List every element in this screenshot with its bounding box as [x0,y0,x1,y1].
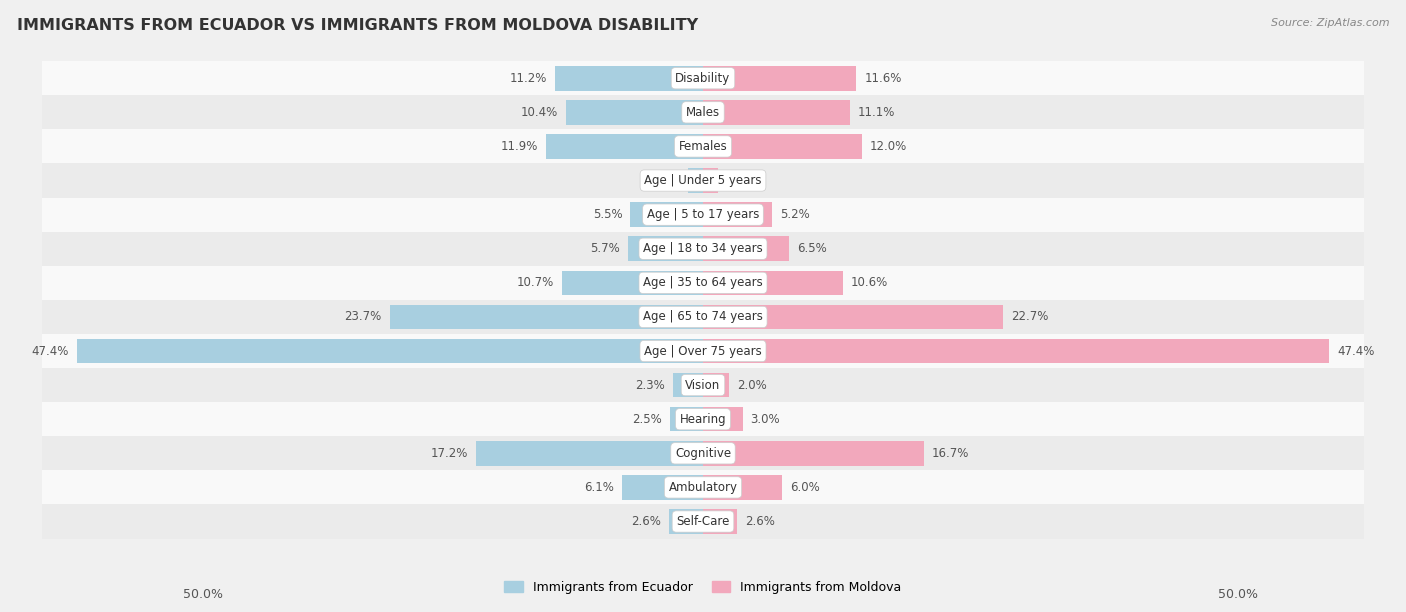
Text: Age | Over 75 years: Age | Over 75 years [644,345,762,357]
Text: Hearing: Hearing [679,412,727,426]
Text: 50.0%: 50.0% [1219,588,1258,600]
Bar [42,504,1364,539]
Text: 10.7%: 10.7% [516,277,554,289]
Bar [42,61,1364,95]
Text: 3.0%: 3.0% [751,412,780,426]
Text: 11.2%: 11.2% [509,72,547,84]
Text: 11.9%: 11.9% [501,140,537,153]
Text: Cognitive: Cognitive [675,447,731,460]
Text: 2.0%: 2.0% [737,379,768,392]
Bar [703,168,717,193]
Bar [703,305,1002,329]
Bar [42,300,1364,334]
Text: 6.1%: 6.1% [585,481,614,494]
Bar [623,475,703,499]
Text: 11.1%: 11.1% [858,106,896,119]
Bar [703,441,924,466]
Bar [703,66,856,91]
Text: 11.6%: 11.6% [865,72,901,84]
Bar [42,402,1364,436]
Text: 1.1%: 1.1% [651,174,681,187]
Text: Age | 35 to 64 years: Age | 35 to 64 years [643,277,763,289]
Bar [561,271,703,295]
Text: 5.7%: 5.7% [591,242,620,255]
Bar [672,373,703,397]
Bar [630,203,703,227]
Text: 47.4%: 47.4% [31,345,69,357]
Text: 16.7%: 16.7% [932,447,969,460]
Text: Males: Males [686,106,720,119]
Bar [627,236,703,261]
Bar [42,163,1364,198]
Bar [555,66,703,91]
Bar [42,334,1364,368]
Bar [42,95,1364,129]
Bar [546,134,703,159]
Text: 6.5%: 6.5% [797,242,827,255]
Text: IMMIGRANTS FROM ECUADOR VS IMMIGRANTS FROM MOLDOVA DISABILITY: IMMIGRANTS FROM ECUADOR VS IMMIGRANTS FR… [17,18,697,34]
Text: 2.6%: 2.6% [745,515,775,528]
Bar [42,368,1364,402]
Text: 17.2%: 17.2% [430,447,468,460]
Text: 1.1%: 1.1% [725,174,755,187]
Text: 23.7%: 23.7% [344,310,382,323]
Bar [703,475,782,499]
Bar [389,305,703,329]
Bar [703,339,1330,364]
Text: 47.4%: 47.4% [1337,345,1375,357]
Bar [703,134,862,159]
Legend: Immigrants from Ecuador, Immigrants from Moldova: Immigrants from Ecuador, Immigrants from… [499,576,907,599]
Text: Age | 65 to 74 years: Age | 65 to 74 years [643,310,763,323]
Text: Source: ZipAtlas.com: Source: ZipAtlas.com [1271,18,1389,28]
Text: 22.7%: 22.7% [1011,310,1049,323]
Text: Ambulatory: Ambulatory [668,481,738,494]
Bar [42,266,1364,300]
Text: Age | 5 to 17 years: Age | 5 to 17 years [647,208,759,221]
Text: Vision: Vision [685,379,721,392]
Bar [42,436,1364,471]
Bar [703,271,844,295]
Text: 12.0%: 12.0% [869,140,907,153]
Text: 6.0%: 6.0% [790,481,820,494]
Bar [703,100,849,125]
Bar [42,198,1364,232]
Bar [42,471,1364,504]
Text: 5.5%: 5.5% [593,208,623,221]
Bar [703,407,742,431]
Bar [703,509,737,534]
Text: Disability: Disability [675,72,731,84]
Text: Females: Females [679,140,727,153]
Text: Age | Under 5 years: Age | Under 5 years [644,174,762,187]
Bar [42,129,1364,163]
Bar [689,168,703,193]
Text: 50.0%: 50.0% [183,588,222,600]
Bar [669,407,703,431]
Text: 10.4%: 10.4% [520,106,558,119]
Text: 2.6%: 2.6% [631,515,661,528]
Text: 5.2%: 5.2% [780,208,810,221]
Bar [703,236,789,261]
Text: 10.6%: 10.6% [851,277,889,289]
Bar [42,232,1364,266]
Bar [703,203,772,227]
Bar [669,509,703,534]
Text: Self-Care: Self-Care [676,515,730,528]
Text: Age | 18 to 34 years: Age | 18 to 34 years [643,242,763,255]
Text: 2.5%: 2.5% [633,412,662,426]
Bar [475,441,703,466]
Bar [565,100,703,125]
Bar [76,339,703,364]
Text: 2.3%: 2.3% [636,379,665,392]
Bar [703,373,730,397]
